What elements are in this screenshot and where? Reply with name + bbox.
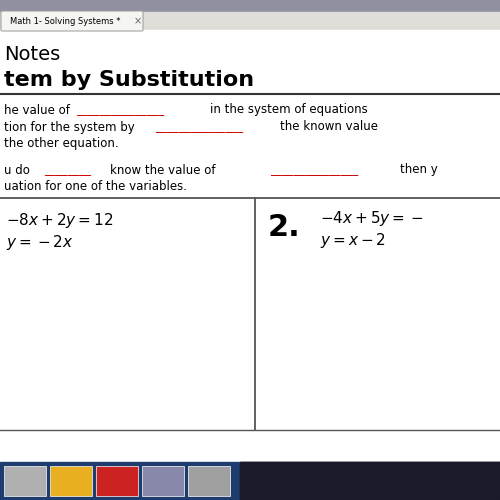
Text: _______________: _______________: [76, 104, 164, 117]
Text: u do: u do: [4, 164, 30, 176]
Bar: [0, 30, 500, 460]
Text: uation for one of the variables.: uation for one of the variables.: [4, 180, 187, 194]
Bar: [4, 466, 46, 496]
Text: ×: ×: [134, 16, 142, 26]
Text: tem by Substitution: tem by Substitution: [4, 70, 254, 90]
Text: $y = x - 2$: $y = x - 2$: [320, 232, 386, 250]
Bar: [188, 466, 230, 496]
Text: the known value: the known value: [280, 120, 378, 134]
Text: 2.: 2.: [268, 214, 301, 242]
Bar: [240, 462, 500, 500]
Text: he value of: he value of: [4, 104, 70, 117]
Bar: [240, 462, 500, 500]
Text: $-8x + 2y = 12$: $-8x + 2y = 12$: [6, 210, 114, 230]
Bar: [0, 12, 500, 30]
FancyBboxPatch shape: [1, 11, 143, 31]
Text: Math 1- Solving Systems *: Math 1- Solving Systems *: [10, 16, 120, 26]
Text: tion for the system by: tion for the system by: [4, 120, 135, 134]
Bar: [96, 466, 138, 496]
Text: $-4x + 5y = -$: $-4x + 5y = -$: [320, 208, 424, 228]
Text: $y = -2x$: $y = -2x$: [6, 234, 73, 252]
Text: know the value of: know the value of: [110, 164, 216, 176]
Text: Notes: Notes: [4, 46, 60, 64]
Text: in the system of equations: in the system of equations: [210, 104, 368, 117]
Text: then y: then y: [400, 164, 438, 176]
Text: _______________: _______________: [270, 164, 358, 176]
Bar: [0, 0, 500, 12]
Text: _______________: _______________: [155, 120, 243, 134]
Bar: [142, 466, 184, 496]
Text: ________: ________: [44, 164, 91, 176]
Bar: [50, 466, 92, 496]
Text: the other equation.: the other equation.: [4, 138, 118, 150]
Bar: [0, 462, 500, 500]
